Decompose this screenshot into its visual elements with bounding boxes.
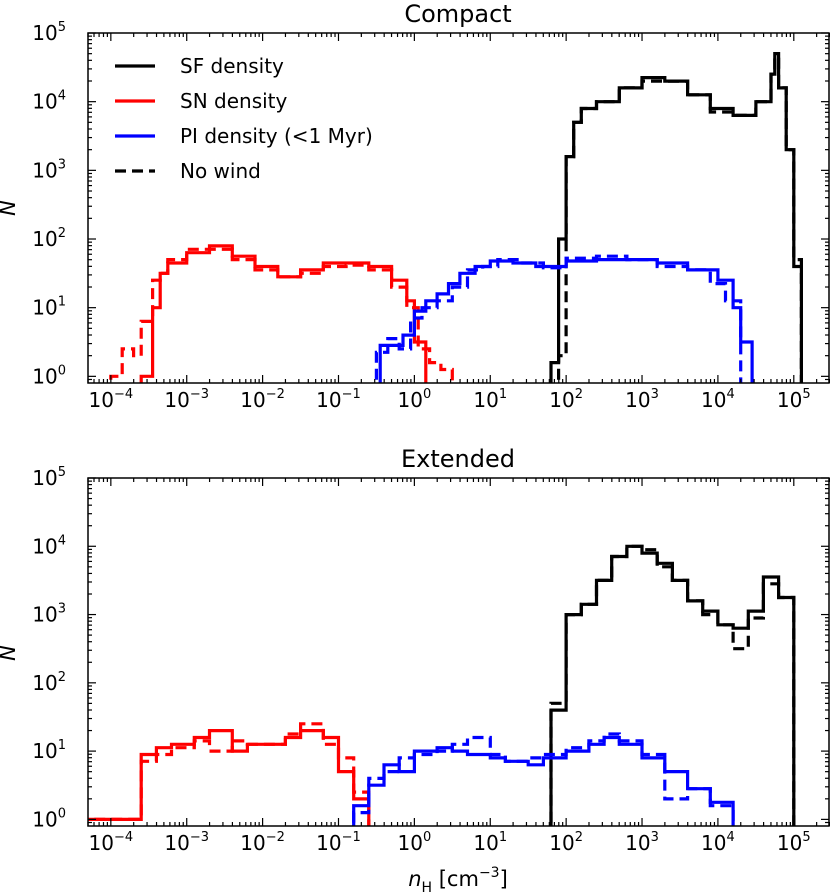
x-tick-label: 102 xyxy=(549,830,583,855)
x-tick-label: 101 xyxy=(473,830,507,855)
x-ticks: 10−4 10−3 10−2 10−1 100 101 102 103 104 105 xyxy=(87,33,830,412)
series-sf-density-no-wind- xyxy=(557,55,803,383)
y-tick-label: 105 xyxy=(32,20,66,45)
x-ticks: 10−4 10−3 10−2 10−1 100 101 102 103 104 105 xyxy=(87,478,830,855)
y-tick-label: 103 xyxy=(32,602,66,627)
x-tick-label: 104 xyxy=(701,387,735,412)
series-sn-density-no-wind- xyxy=(88,722,371,826)
y-ticks: 100 101 102 103 104 105 xyxy=(32,20,829,388)
y-tick-label: 104 xyxy=(32,89,66,114)
x-tick-label: 103 xyxy=(625,387,659,412)
y-tick-label: 101 xyxy=(32,295,66,320)
series-sf-density xyxy=(549,544,796,826)
legend-label: SN density xyxy=(180,89,288,113)
y-axis-label: N xyxy=(0,200,20,216)
x-tick-label: 10−3 xyxy=(164,830,209,855)
plot-frame xyxy=(87,32,830,384)
x-tick-label: 102 xyxy=(549,387,583,412)
legend-label: SF density xyxy=(180,54,284,78)
x-tick-label: 103 xyxy=(625,830,659,855)
y-tick-label: 101 xyxy=(32,738,66,763)
x-tick-label: 10−1 xyxy=(316,387,361,412)
y-ticks: 100 101 102 103 104 105 xyxy=(32,465,829,831)
panel-title: Extended xyxy=(401,445,515,473)
y-tick-label: 105 xyxy=(32,465,66,490)
y-axis-label: N xyxy=(0,645,20,661)
extended-panel: Extended N 10−410−310−210−11001011021031… xyxy=(0,445,830,855)
series-pi-density-no-wind- xyxy=(374,254,743,383)
y-tick-label: 102 xyxy=(32,670,66,695)
legend-label: No wind xyxy=(180,159,261,183)
compact-panel: Compact N 10−410−310−210−110010110210310… xyxy=(0,0,830,412)
series-pi-density-no-wind- xyxy=(352,732,735,826)
x-tick-label: 10−4 xyxy=(89,830,134,855)
series-pi-density xyxy=(378,258,754,383)
x-tick-label: 100 xyxy=(398,830,432,855)
x-tick-label: 101 xyxy=(473,387,507,412)
legend: SF density SN density PI density (<1 Myr) N… xyxy=(115,54,373,183)
x-axis-label: nH [cm−3] xyxy=(408,865,508,892)
plot-frame xyxy=(87,477,830,827)
series-sf-density xyxy=(549,52,803,383)
plot-area: 10−4 10−3 10−2 10−1 100 101 102 103 104 105 100 101… xyxy=(32,20,830,412)
x-tick-label: 105 xyxy=(777,387,811,412)
series-sn-density xyxy=(88,729,371,826)
legend-label: PI density (<1 Myr) xyxy=(180,124,373,148)
x-tick-label: 10−2 xyxy=(240,387,285,412)
series-sn-density-no-wind- xyxy=(109,247,454,383)
x-tick-label: 10−3 xyxy=(164,387,209,412)
y-tick-label: 104 xyxy=(32,533,66,558)
panel-title: Compact xyxy=(404,0,511,28)
x-tick-label: 10−4 xyxy=(89,387,134,412)
x-tick-label: 100 xyxy=(398,387,432,412)
y-tick-label: 100 xyxy=(32,363,66,388)
series-sf-density-no-wind- xyxy=(549,544,796,826)
y-tick-label: 103 xyxy=(32,157,66,182)
x-tick-label: 105 xyxy=(777,830,811,855)
plot-area: 10−4 10−3 10−2 10−1 100 101 102 103 104 105 100 101… xyxy=(32,465,830,855)
x-tick-label: 10−1 xyxy=(316,830,361,855)
y-tick-label: 100 xyxy=(32,806,66,831)
x-tick-label: 104 xyxy=(701,830,735,855)
y-tick-label: 102 xyxy=(32,226,66,251)
series-group xyxy=(109,52,803,383)
x-tick-label: 10−2 xyxy=(240,830,285,855)
series-group xyxy=(88,544,796,826)
